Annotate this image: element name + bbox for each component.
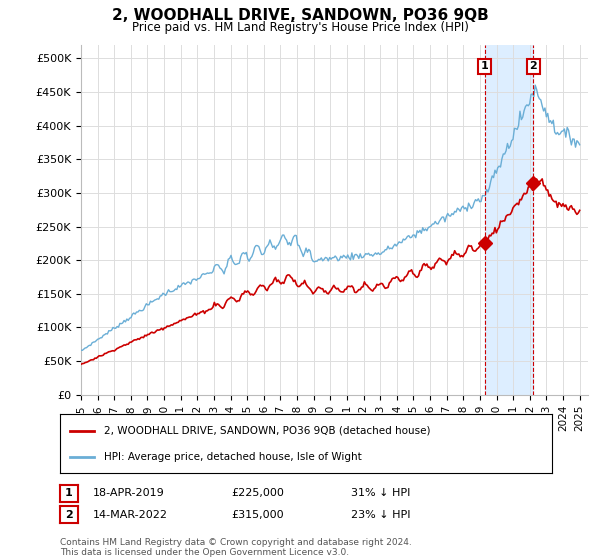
Text: 18-APR-2019: 18-APR-2019	[93, 488, 165, 498]
Text: 2: 2	[529, 62, 537, 71]
Text: Price paid vs. HM Land Registry's House Price Index (HPI): Price paid vs. HM Land Registry's House …	[131, 21, 469, 34]
Text: 1: 1	[481, 62, 488, 71]
Text: 2, WOODHALL DRIVE, SANDOWN, PO36 9QB (detached house): 2, WOODHALL DRIVE, SANDOWN, PO36 9QB (de…	[104, 426, 431, 436]
Text: 14-MAR-2022: 14-MAR-2022	[93, 510, 168, 520]
Text: £225,000: £225,000	[231, 488, 284, 498]
Text: 2: 2	[65, 510, 73, 520]
Bar	[485, 45, 533, 395]
Text: HPI: Average price, detached house, Isle of Wight: HPI: Average price, detached house, Isle…	[104, 452, 362, 462]
Text: £315,000: £315,000	[231, 510, 284, 520]
Text: 23% ↓ HPI: 23% ↓ HPI	[351, 510, 410, 520]
Text: 1: 1	[65, 488, 73, 498]
Text: 31% ↓ HPI: 31% ↓ HPI	[351, 488, 410, 498]
Text: Contains HM Land Registry data © Crown copyright and database right 2024.
This d: Contains HM Land Registry data © Crown c…	[60, 538, 412, 557]
Text: 2, WOODHALL DRIVE, SANDOWN, PO36 9QB: 2, WOODHALL DRIVE, SANDOWN, PO36 9QB	[112, 8, 488, 24]
